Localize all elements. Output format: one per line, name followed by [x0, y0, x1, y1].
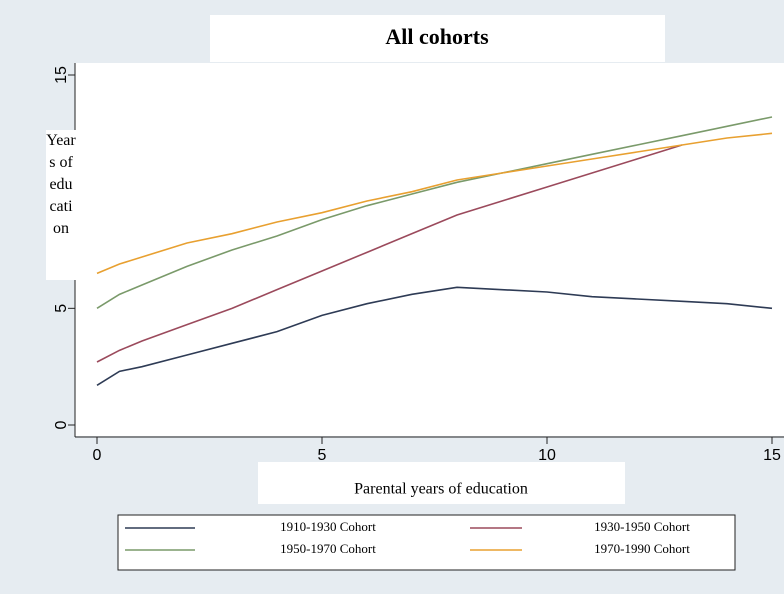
- x-tick-label: 5: [318, 447, 327, 464]
- legend: [117, 514, 736, 571]
- x-tick-label: 0: [93, 447, 102, 464]
- x-tick-label: 10: [538, 447, 556, 464]
- title-box: [210, 15, 665, 62]
- legend-label: 1970-1990 Cohort: [594, 541, 690, 556]
- y-tick-label: 15: [53, 66, 70, 84]
- series-line: [96, 132, 773, 275]
- legend-label: 1910-1930 Cohort: [280, 519, 376, 534]
- y-axis-label: Years of education: [46, 130, 76, 280]
- series-line: [96, 116, 773, 310]
- series-line: [96, 144, 683, 363]
- plot-area: [75, 63, 784, 436]
- legend-label: 1930-1950 Cohort: [594, 519, 690, 534]
- chart-title: All cohorts: [385, 24, 489, 49]
- x-axis-label: Parental years of education: [354, 481, 528, 498]
- x-label-box: [258, 462, 625, 504]
- x-tick-label: 15: [763, 447, 781, 464]
- y-tick-label: 5: [53, 304, 70, 313]
- series-line: [96, 286, 773, 387]
- legend-label: 1950-1970 Cohort: [280, 541, 376, 556]
- y-tick-label: 0: [53, 420, 70, 429]
